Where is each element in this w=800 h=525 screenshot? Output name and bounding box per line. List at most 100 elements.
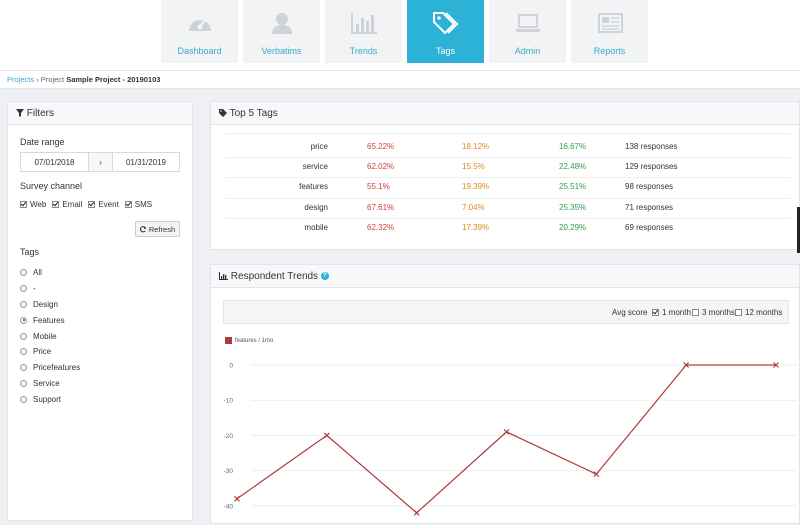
tab-trends[interactable]: Trends [325, 0, 402, 63]
top-tags-header: Top 5 Tags [211, 102, 799, 125]
survey-channel-label: Survey channel [20, 181, 83, 191]
tag-percent-2: 19.39% [462, 182, 490, 191]
tag-percent-1: 65.22% [367, 142, 395, 151]
tag-responses: 138 responses [625, 142, 678, 151]
tab-dashboard-label: Dashboard [177, 46, 222, 56]
tab-admin-label: Admin [514, 46, 541, 56]
end-date-input[interactable]: 01/31/2019 [125, 157, 167, 167]
breadcrumb-prefix: Project [40, 75, 65, 84]
tag-responses: 71 responses [625, 203, 674, 212]
tag-option-pricefeatures[interactable]: Pricefeatures [20, 360, 80, 376]
tag-percent-3: 25.51% [559, 182, 587, 191]
tag-name: service [302, 162, 328, 171]
option-label: 1 month [662, 307, 691, 317]
checkbox-box[interactable] [692, 308, 699, 316]
tag-option-dash[interactable]: - [20, 281, 80, 297]
radio-button[interactable] [20, 300, 27, 308]
checkbox-box[interactable] [124, 201, 132, 208]
tag-name: mobile [304, 223, 328, 232]
tag-percent-1: 62.02% [367, 162, 395, 171]
option-label: 3 months [702, 307, 735, 317]
table-row: mobile 62.32% 17.39% 20.29% 69 responses [211, 218, 800, 238]
row-divider [225, 177, 791, 178]
tab-dashboard[interactable]: Dashboard [161, 0, 238, 63]
table-row: design 67.61% 7.04% 25.35% 71 responses [211, 198, 800, 218]
channel-event-checkbox[interactable]: Event [88, 200, 119, 209]
tag-responses: 129 responses [625, 162, 678, 171]
radio-button[interactable] [20, 332, 27, 340]
tag-responses: 98 responses [625, 182, 674, 191]
data-point [683, 362, 690, 368]
checkbox-box[interactable] [52, 201, 60, 208]
radio-button[interactable] [20, 379, 27, 387]
refresh-label: Refresh [148, 224, 176, 234]
tag-percent-3: 16.67% [559, 142, 587, 151]
table-row: price 65.22% 18.12% 16.67% 138 responses [211, 137, 800, 157]
tag-option-service[interactable]: Service [20, 376, 80, 392]
tab-admin[interactable]: Admin [489, 0, 566, 63]
checkbox-box[interactable] [652, 308, 659, 316]
tag-icon [219, 109, 227, 117]
tab-verbatims[interactable]: Verbatims [243, 0, 320, 63]
series-line [236, 364, 776, 514]
tag-option-price[interactable]: Price [20, 344, 80, 360]
radio-button[interactable] [20, 269, 27, 277]
radio-button[interactable] [20, 395, 27, 403]
tag-option-label: All [33, 268, 42, 278]
tag-option-support[interactable]: Support [20, 391, 80, 407]
avg-score-label: Avg score [612, 307, 648, 317]
checkbox-box[interactable] [88, 201, 96, 208]
radio-button[interactable] [20, 364, 27, 372]
radio-button[interactable] [20, 285, 27, 293]
legend-label: features / 1mo [235, 337, 274, 344]
breadcrumb-projects-link[interactable]: Projects [7, 75, 35, 84]
tag-percent-3: 25.35% [559, 203, 587, 212]
radio-button[interactable] [20, 316, 27, 324]
tab-reports-label: Reports [593, 46, 626, 56]
tag-option-label: Mobile [33, 331, 57, 341]
channel-email-label: Email [62, 200, 83, 209]
radio-button[interactable] [20, 348, 27, 356]
tab-tags[interactable]: Tags [407, 0, 484, 63]
tab-reports[interactable]: Reports [571, 0, 648, 63]
filters-panel: Filters Date range 07/01/2018 › 01/31/20… [7, 101, 193, 521]
option-12-months[interactable]: 12 months [735, 301, 782, 323]
table-row: service 62.02% 15.5% 22.48% 129 response… [211, 157, 800, 177]
date-range-picker: 07/01/2018 › 01/31/2019 [20, 152, 180, 172]
tag-percent-2: 17.39% [462, 223, 490, 232]
refresh-button[interactable]: Refresh [135, 221, 180, 237]
y-tick-label: -40 [224, 503, 234, 510]
option-1-month[interactable]: 1 month [652, 301, 691, 323]
start-date-input[interactable]: 07/01/2018 [21, 153, 89, 171]
help-icon[interactable]: ? [320, 272, 329, 281]
side-scroll-handle[interactable] [797, 207, 800, 253]
breadcrumb-separator: › [36, 75, 39, 84]
checkbox-box[interactable] [20, 201, 27, 208]
tag-percent-1: 67.61% [367, 203, 395, 212]
tag-option-all[interactable]: All [20, 265, 80, 281]
checkbox-box[interactable] [735, 308, 742, 316]
breadcrumb: Projects › Project Sample Project - 2019… [0, 70, 800, 89]
channel-email-checkbox[interactable]: Email [52, 200, 82, 209]
tag-option-label: Pricefeatures [33, 363, 81, 373]
row-divider [225, 133, 791, 134]
tag-option-mobile[interactable]: Mobile [20, 328, 80, 344]
channel-web-checkbox[interactable]: Web [20, 200, 46, 209]
filters-header: Filters [8, 102, 192, 125]
trends-title: Respondent Trends [230, 271, 319, 282]
tab-trends-label: Trends [349, 46, 378, 56]
tag-percent-2: 7.04% [462, 203, 485, 212]
top-tags-title: Top 5 Tags [229, 108, 278, 119]
data-point [593, 471, 600, 478]
tags-label: Tags [20, 247, 40, 257]
tag-option-label: Price [33, 347, 52, 357]
legend-swatch [225, 337, 232, 344]
option-3-months[interactable]: 3 months [692, 301, 735, 323]
channel-sms-checkbox[interactable]: SMS [124, 200, 152, 209]
tag-option-design[interactable]: Design [20, 297, 80, 313]
tag-option-features[interactable]: Features [20, 312, 80, 328]
tags-icon [407, 12, 484, 35]
gauge-icon [161, 12, 238, 34]
row-divider [225, 157, 791, 158]
breadcrumb-project-name: Sample Project - 20190103 [66, 75, 161, 84]
